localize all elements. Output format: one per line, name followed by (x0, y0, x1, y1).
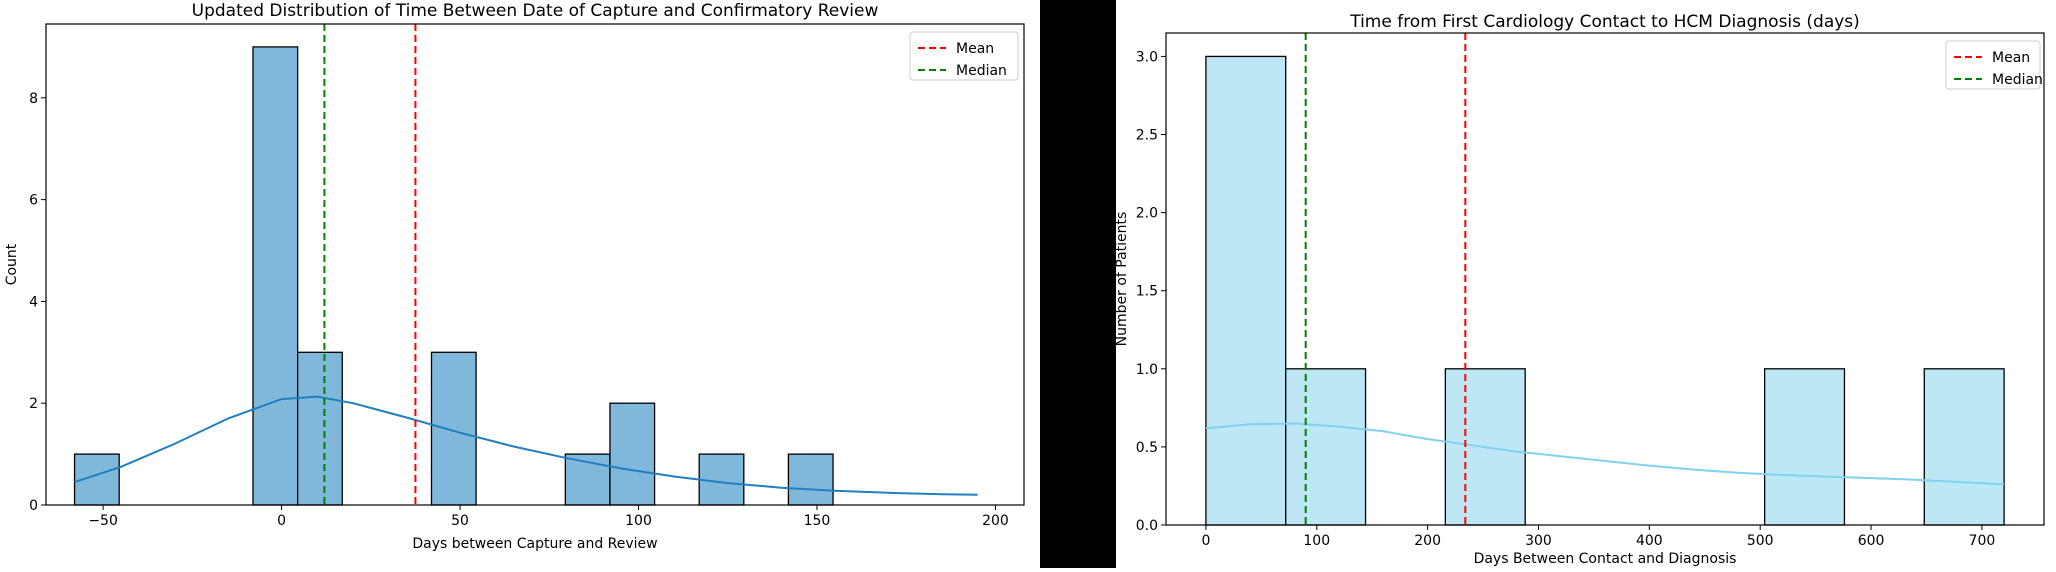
x-tick-label: 0 (1201, 533, 1210, 549)
y-tick-label: 2.0 (1136, 206, 1158, 222)
y-tick-label: 1.5 (1136, 284, 1158, 300)
y-tick-label: 1.0 (1136, 362, 1158, 378)
x-tick-label: 200 (982, 513, 1009, 529)
x-tick-label: 500 (1747, 533, 1774, 549)
kde-curve (74, 395, 978, 496)
y-tick-label: 6 (29, 193, 38, 209)
histogram-bar (1923, 368, 2005, 526)
legend-box (909, 31, 1019, 81)
y-axis-label: Number of Patients (1116, 212, 1130, 347)
chart-title: Time from First Cardiology Contact to HC… (1349, 12, 1860, 32)
legend-mean-label: Mean (1992, 50, 2030, 66)
legend-median-label: Median (1992, 72, 2043, 88)
x-tick-label: 700 (1969, 533, 1996, 549)
x-axis-label: Days Between Contact and Diagnosis (1474, 551, 1737, 567)
plot-frame (45, 23, 1025, 506)
x-tick-label: 300 (1525, 533, 1552, 549)
y-tick-label: 4 (29, 294, 38, 310)
x-tick-label: 600 (1858, 533, 1885, 549)
panel-divider (1040, 0, 1116, 568)
y-tick-label: 0.5 (1136, 440, 1158, 456)
x-tick-label: 400 (1636, 533, 1663, 549)
y-tick-label: 2 (29, 396, 38, 412)
histogram-bar (296, 351, 343, 506)
legend-median-label: Median (956, 63, 1007, 79)
legend-box (1945, 40, 2041, 90)
y-tick-label: 3.0 (1136, 49, 1158, 65)
plot-frame (1165, 32, 2045, 526)
x-tick-label: 200 (1414, 533, 1441, 549)
histogram-bar (252, 46, 299, 506)
histogram-bar (787, 453, 834, 506)
histogram-bar (1444, 368, 1526, 526)
x-tick-label: 0 (277, 513, 286, 529)
histogram-bar (1285, 368, 1367, 526)
x-tick-label: −50 (88, 513, 118, 529)
histogram-contact-to-diagnosis: Time from First Cardiology Contact to HC… (1114, 12, 2045, 567)
histogram-capture-to-review: Updated Distribution of Time Between Dat… (4, 1, 1025, 552)
x-tick-label: 100 (625, 513, 652, 529)
kde-curve (1205, 422, 2005, 486)
y-axis-label: Count (4, 243, 20, 285)
histogram-bar (1205, 55, 1287, 526)
y-tick-label: 0 (29, 498, 38, 514)
x-axis-label: Days between Capture and Review (412, 536, 657, 552)
x-tick-label: 50 (451, 513, 469, 529)
x-tick-label: 100 (1303, 533, 1330, 549)
histogram-bar (430, 351, 477, 506)
histogram-bar (609, 402, 656, 506)
x-tick-label: 150 (804, 513, 831, 529)
y-tick-label: 2.5 (1136, 128, 1158, 144)
right-chart-panel: Time from First Cardiology Contact to HC… (1114, 0, 2056, 568)
y-tick-label: 8 (29, 91, 38, 107)
left-chart-panel: Updated Distribution of Time Between Dat… (4, 1, 1025, 552)
legend-mean-label: Mean (956, 41, 994, 57)
y-tick-label: 0.0 (1136, 518, 1158, 534)
chart-title: Updated Distribution of Time Between Dat… (192, 1, 879, 21)
histogram-bar (1763, 368, 1846, 526)
